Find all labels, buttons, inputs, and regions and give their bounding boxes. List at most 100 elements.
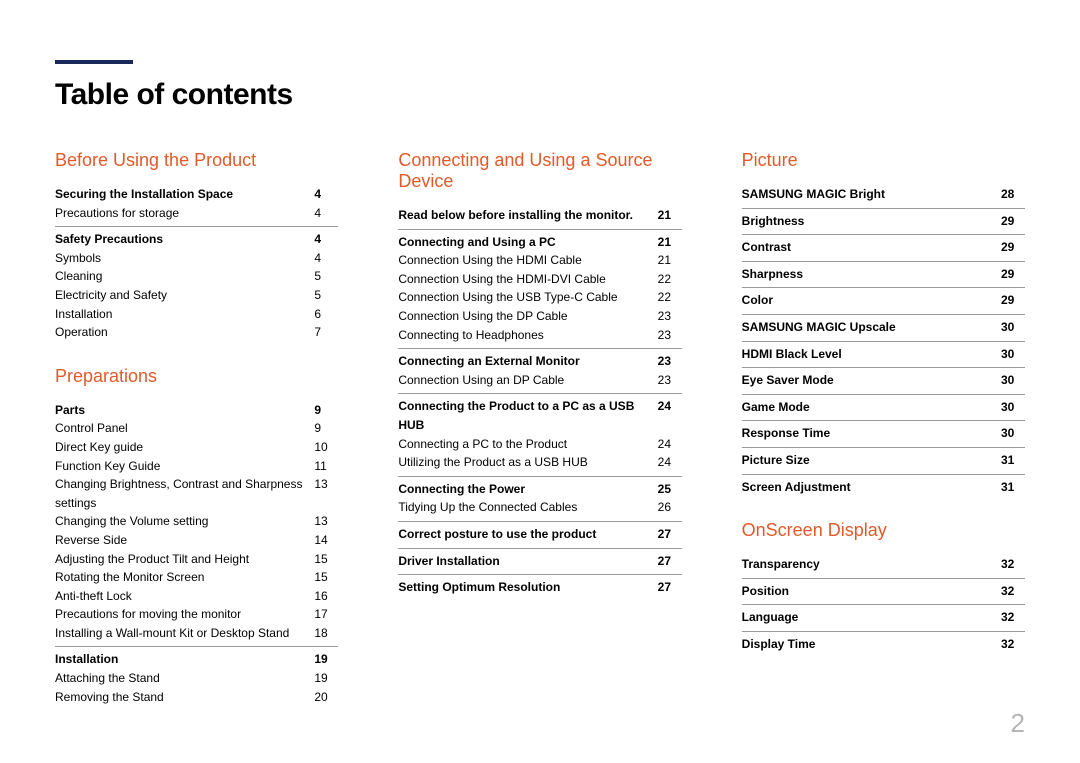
- toc-item-row[interactable]: Anti-theft Lock16: [55, 587, 338, 606]
- toc-item-row[interactable]: Connection Using an DP Cable23: [398, 371, 681, 390]
- toc-head-label: Connecting an External Monitor: [398, 352, 657, 371]
- toc-head-row[interactable]: Eye Saver Mode30: [742, 367, 1025, 390]
- toc-item-label: Installing a Wall-mount Kit or Desktop S…: [55, 624, 314, 643]
- toc-head-row[interactable]: Read below before installing the monitor…: [398, 206, 681, 225]
- toc-head-row[interactable]: Connecting an External Monitor23: [398, 348, 681, 371]
- toc-item-row[interactable]: Installing a Wall-mount Kit or Desktop S…: [55, 624, 338, 643]
- toc-group: Contrast29: [742, 234, 1025, 257]
- toc-head-row[interactable]: Display Time32: [742, 631, 1025, 654]
- toc-item-row[interactable]: Symbols4: [55, 249, 338, 268]
- toc-group: Parts9Control Panel9Direct Key guide10Fu…: [55, 401, 338, 643]
- page-number: 2: [1011, 708, 1025, 739]
- toc-head-page: 27: [658, 525, 682, 544]
- toc-item-row[interactable]: Removing the Stand20: [55, 688, 338, 707]
- toc-head-page: 29: [1001, 291, 1025, 310]
- toc-item-row[interactable]: Connection Using the DP Cable23: [398, 307, 681, 326]
- toc-section: Securing the Installation Space4Precauti…: [55, 185, 338, 342]
- toc-item-row[interactable]: Adjusting the Product Tilt and Height15: [55, 550, 338, 569]
- toc-head-page: 19: [314, 650, 338, 669]
- toc-head-row[interactable]: Driver Installation27: [398, 548, 681, 571]
- toc-item-page: 21: [658, 251, 682, 270]
- toc-group: Securing the Installation Space4Precauti…: [55, 185, 338, 222]
- toc-item-row[interactable]: Connection Using the HDMI Cable21: [398, 251, 681, 270]
- toc-head-row[interactable]: Transparency32: [742, 555, 1025, 574]
- toc-item-page: 11: [314, 457, 338, 476]
- toc-item-page: 23: [658, 371, 682, 390]
- toc-item-row[interactable]: Changing the Volume setting13: [55, 512, 338, 531]
- toc-item-row[interactable]: Electricity and Safety5: [55, 286, 338, 305]
- toc-head-row[interactable]: Parts9: [55, 401, 338, 420]
- toc-head-page: 9: [314, 401, 338, 420]
- toc-head-row[interactable]: Picture Size31: [742, 447, 1025, 470]
- toc-item-label: Anti-theft Lock: [55, 587, 314, 606]
- toc-item-row[interactable]: Connection Using the HDMI-DVI Cable22: [398, 270, 681, 289]
- toc-head-row[interactable]: Color29: [742, 287, 1025, 310]
- toc-head-row[interactable]: Correct posture to use the product27: [398, 521, 681, 544]
- toc-item-row[interactable]: Precautions for storage4: [55, 204, 338, 223]
- toc-item-page: 7: [314, 323, 338, 342]
- toc-head-page: 24: [658, 397, 682, 416]
- toc-item-row[interactable]: Operation7: [55, 323, 338, 342]
- toc-head-row[interactable]: Installation19: [55, 646, 338, 669]
- toc-head-page: 28: [1001, 185, 1025, 204]
- toc-head-row[interactable]: Contrast29: [742, 234, 1025, 257]
- toc-group: Brightness29: [742, 208, 1025, 231]
- toc-item-page: 5: [314, 286, 338, 305]
- toc-head-row[interactable]: Position32: [742, 578, 1025, 601]
- toc-item-row[interactable]: Changing Brightness, Contrast and Sharpn…: [55, 475, 338, 512]
- toc-head-label: SAMSUNG MAGIC Bright: [742, 185, 1001, 204]
- toc-head-row[interactable]: Sharpness29: [742, 261, 1025, 284]
- toc-item-row[interactable]: Direct Key guide10: [55, 438, 338, 457]
- toc-item-label: Adjusting the Product Tilt and Height: [55, 550, 314, 569]
- toc-head-row[interactable]: SAMSUNG MAGIC Bright28: [742, 185, 1025, 204]
- toc-head-row[interactable]: Response Time30: [742, 420, 1025, 443]
- toc-item-row[interactable]: Control Panel9: [55, 419, 338, 438]
- toc-head-row[interactable]: Screen Adjustment31: [742, 474, 1025, 497]
- toc-head-row[interactable]: Connecting and Using a PC21: [398, 229, 681, 252]
- toc-item-row[interactable]: Connection Using the USB Type-C Cable22: [398, 288, 681, 307]
- toc-column: Connecting and Using a Source DeviceRead…: [398, 150, 681, 730]
- toc-item-row[interactable]: Utilizing the Product as a USB HUB24: [398, 453, 681, 472]
- toc-group: Connecting the Product to a PC as a USB …: [398, 393, 681, 471]
- toc-head-page: 32: [1001, 582, 1025, 601]
- toc-head-row[interactable]: SAMSUNG MAGIC Upscale30: [742, 314, 1025, 337]
- toc-item-page: 16: [314, 587, 338, 606]
- toc-group: SAMSUNG MAGIC Upscale30: [742, 314, 1025, 337]
- toc-group: Position32: [742, 578, 1025, 601]
- toc-head-row[interactable]: Setting Optimum Resolution27: [398, 574, 681, 597]
- toc-head-page: 32: [1001, 555, 1025, 574]
- toc-item-page: 24: [658, 453, 682, 472]
- toc-item-row[interactable]: Function Key Guide11: [55, 457, 338, 476]
- toc-head-row[interactable]: Connecting the Product to a PC as a USB …: [398, 393, 681, 434]
- toc-group: Picture Size31: [742, 447, 1025, 470]
- toc-item-row[interactable]: Installation6: [55, 305, 338, 324]
- toc-section-heading: OnScreen Display: [742, 520, 1025, 541]
- toc-item-row[interactable]: Rotating the Monitor Screen15: [55, 568, 338, 587]
- toc-group: Screen Adjustment31: [742, 474, 1025, 497]
- toc-group: Display Time32: [742, 631, 1025, 654]
- toc-item-label: Changing the Volume setting: [55, 512, 314, 531]
- toc-head-row[interactable]: Game Mode30: [742, 394, 1025, 417]
- toc-item-row[interactable]: Cleaning5: [55, 267, 338, 286]
- toc-head-page: 27: [658, 578, 682, 597]
- toc-item-page: 20: [314, 688, 338, 707]
- toc-head-row[interactable]: Securing the Installation Space4: [55, 185, 338, 204]
- toc-item-row[interactable]: Attaching the Stand19: [55, 669, 338, 688]
- toc-head-row[interactable]: Connecting the Power25: [398, 476, 681, 499]
- toc-head-row[interactable]: Safety Precautions4: [55, 226, 338, 249]
- toc-item-label: Connection Using the DP Cable: [398, 307, 657, 326]
- toc-head-label: Connecting the Power: [398, 480, 657, 499]
- toc-item-page: 13: [314, 475, 338, 494]
- toc-head-row[interactable]: HDMI Black Level30: [742, 341, 1025, 364]
- toc-head-row[interactable]: Language32: [742, 604, 1025, 627]
- toc-group: Game Mode30: [742, 394, 1025, 417]
- toc-item-row[interactable]: Reverse Side14: [55, 531, 338, 550]
- toc-item-row[interactable]: Tidying Up the Connected Cables26: [398, 498, 681, 517]
- toc-item-row[interactable]: Connecting a PC to the Product24: [398, 435, 681, 454]
- toc-item-row[interactable]: Precautions for moving the monitor17: [55, 605, 338, 624]
- toc-item-row[interactable]: Connecting to Headphones23: [398, 326, 681, 345]
- toc-item-label: Utilizing the Product as a USB HUB: [398, 453, 657, 472]
- toc-head-row[interactable]: Brightness29: [742, 208, 1025, 231]
- toc-group: SAMSUNG MAGIC Bright28: [742, 185, 1025, 204]
- toc-column: Before Using the ProductSecuring the Ins…: [55, 150, 338, 730]
